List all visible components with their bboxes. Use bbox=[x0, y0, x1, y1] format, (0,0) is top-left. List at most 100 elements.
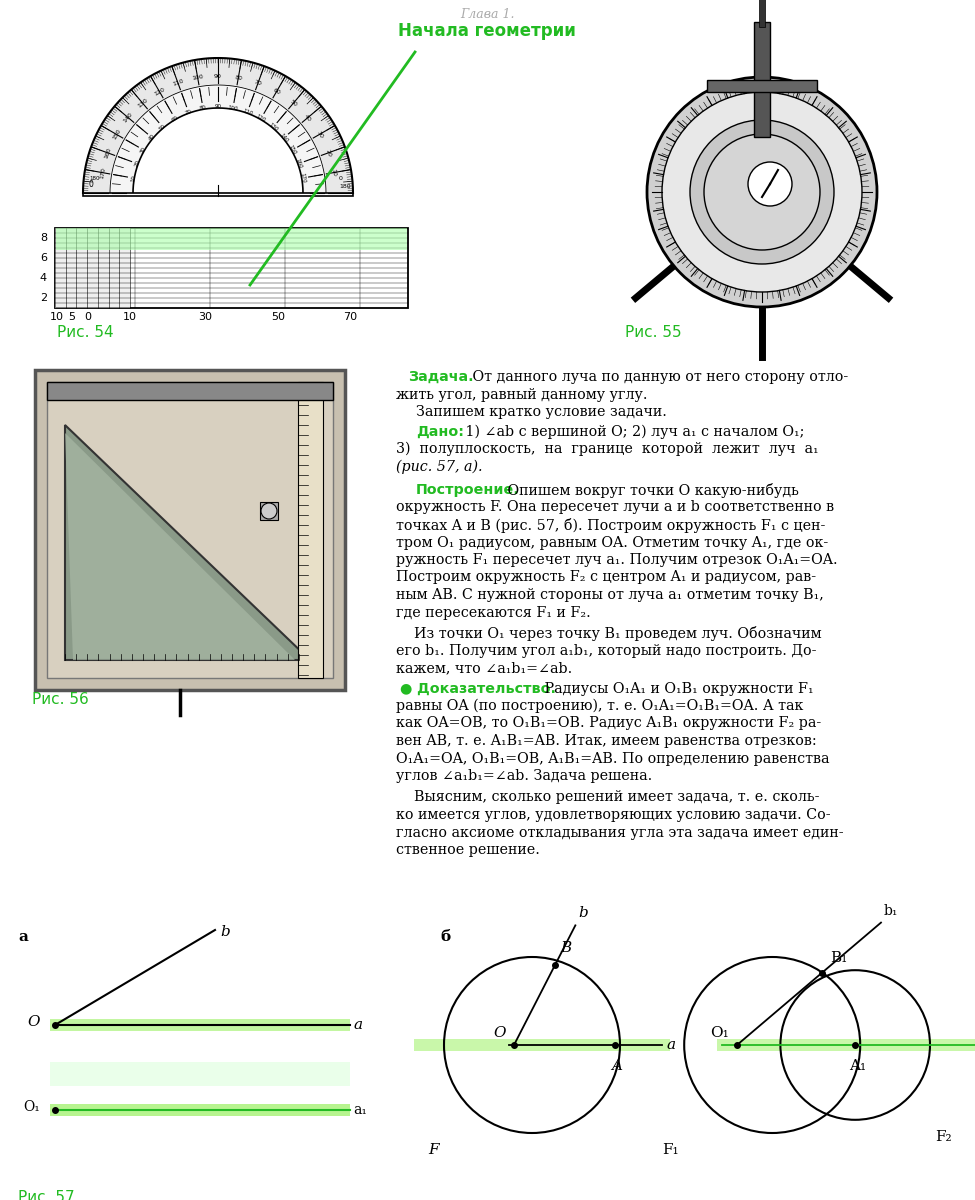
Text: ко имеется углов, удовлетворяющих условию задачи. Со-: ко имеется углов, удовлетворяющих услови… bbox=[396, 808, 831, 822]
Bar bbox=[717, 1039, 975, 1051]
Circle shape bbox=[662, 92, 862, 292]
Text: ●: ● bbox=[399, 682, 411, 696]
Text: 70: 70 bbox=[254, 79, 262, 86]
Text: Построим окружность F₂ с центром A₁ и радиусом, рав-: Построим окружность F₂ с центром A₁ и ра… bbox=[396, 570, 816, 584]
Text: 20: 20 bbox=[325, 149, 332, 157]
Text: ружность F₁ пересечет луч a₁. Получим отрезок O₁A₁=OA.: ружность F₁ пересечет луч a₁. Получим от… bbox=[396, 553, 838, 566]
Text: равны OA (по построению), т. е. O₁A₁=O₁B₁=OA. А так: равны OA (по построению), т. е. O₁A₁=O₁B… bbox=[396, 698, 803, 713]
Text: 180: 180 bbox=[90, 176, 100, 181]
Text: 3)  полуплоскость,  на  границе  которой  лежит  луч  a₁: 3) полуплоскость, на границе которой леж… bbox=[396, 442, 819, 456]
Text: 100: 100 bbox=[191, 74, 204, 82]
Text: 2: 2 bbox=[40, 293, 47, 302]
Bar bbox=[50, 1104, 350, 1116]
Text: b₁: b₁ bbox=[884, 904, 898, 918]
Text: 4: 4 bbox=[40, 272, 47, 283]
Text: 60: 60 bbox=[171, 115, 179, 122]
Text: 90: 90 bbox=[214, 73, 222, 78]
Text: O₁: O₁ bbox=[710, 1026, 729, 1040]
Text: 70: 70 bbox=[184, 109, 193, 115]
Text: a₁: a₁ bbox=[353, 1103, 367, 1117]
Text: гласно аксиоме откладывания угла эта задача имеет един-: гласно аксиоме откладывания угла эта зад… bbox=[396, 826, 843, 840]
Text: b: b bbox=[220, 925, 230, 938]
Text: 20: 20 bbox=[134, 160, 140, 168]
Bar bbox=[55, 228, 130, 308]
Circle shape bbox=[261, 503, 277, 518]
Text: 0: 0 bbox=[85, 312, 92, 322]
Text: тром O₁ радиусом, равным OA. Отметим точку A₁, где ок-: тром O₁ радиусом, равным OA. Отметим точ… bbox=[396, 535, 828, 550]
Text: точках A и B (рис. 57, б). Построим окружность F₁ с цен-: точках A и B (рис. 57, б). Построим окру… bbox=[396, 518, 826, 533]
Circle shape bbox=[690, 120, 834, 264]
Text: 140: 140 bbox=[279, 132, 290, 143]
Text: 170: 170 bbox=[99, 167, 106, 179]
Bar bbox=[759, 0, 765, 26]
Text: F₁: F₁ bbox=[663, 1142, 680, 1157]
Text: 130: 130 bbox=[136, 97, 149, 109]
Bar bbox=[47, 382, 333, 400]
Text: 80: 80 bbox=[199, 106, 207, 112]
Text: Дано:: Дано: bbox=[416, 425, 464, 438]
Text: ным AB. С нужной стороны от луча a₁ отметим точку B₁,: ным AB. С нужной стороны от луча a₁ отме… bbox=[396, 588, 824, 602]
Text: 180: 180 bbox=[339, 184, 351, 188]
Text: 130: 130 bbox=[268, 122, 279, 132]
Text: 1) ∠ab с вершиной O; 2) луч a₁ с началом O₁;: 1) ∠ab с вершиной O; 2) луч a₁ с началом… bbox=[461, 425, 804, 439]
Text: O: O bbox=[27, 1015, 40, 1028]
Polygon shape bbox=[83, 58, 353, 193]
Bar bbox=[55, 228, 408, 308]
Text: 10: 10 bbox=[123, 312, 137, 322]
Text: A₁: A₁ bbox=[848, 1058, 866, 1073]
Text: углов ∠a₁b₁=∠ab. Задача решена.: углов ∠a₁b₁=∠ab. Задача решена. bbox=[396, 769, 652, 782]
Text: 120: 120 bbox=[255, 114, 267, 124]
Text: Из точки O₁ через точку B₁ проведем луч. Обозначим: Из точки O₁ через точку B₁ проведем луч.… bbox=[396, 626, 822, 641]
Text: а: а bbox=[18, 930, 28, 944]
Text: 90: 90 bbox=[214, 104, 221, 109]
Text: 0: 0 bbox=[89, 180, 94, 188]
Text: кажем, что ∠a₁b₁=∠ab.: кажем, что ∠a₁b₁=∠ab. bbox=[396, 661, 572, 674]
Text: От данного луча по данную от него сторону отло-: От данного луча по данную от него сторон… bbox=[468, 370, 848, 384]
Text: Построение.: Построение. bbox=[416, 482, 520, 497]
Bar bbox=[35, 370, 345, 690]
Polygon shape bbox=[65, 425, 310, 660]
Bar bbox=[298, 382, 323, 678]
Bar bbox=[50, 1019, 350, 1031]
Text: F₂: F₂ bbox=[935, 1130, 952, 1144]
Polygon shape bbox=[65, 433, 295, 660]
Text: 140: 140 bbox=[123, 112, 135, 124]
Text: Опишем вокруг точки O какую-нибудь: Опишем вокруг точки O какую-нибудь bbox=[503, 482, 799, 498]
Bar bbox=[260, 502, 278, 520]
Text: 70: 70 bbox=[343, 312, 357, 322]
Text: 10: 10 bbox=[131, 174, 136, 182]
Text: Запишем кратко условие задачи.: Запишем кратко условие задачи. bbox=[416, 404, 667, 419]
Text: 110: 110 bbox=[242, 108, 254, 116]
Text: F: F bbox=[428, 1142, 439, 1157]
Text: 5: 5 bbox=[68, 312, 75, 322]
Polygon shape bbox=[110, 85, 326, 193]
Text: 40: 40 bbox=[148, 133, 156, 142]
Bar bbox=[47, 382, 333, 678]
Text: 60: 60 bbox=[272, 88, 281, 96]
Text: O: O bbox=[493, 1026, 506, 1040]
Text: O₁A₁=OA, O₁B₁=OB, A₁B₁=AB. По определению равенства: O₁A₁=OA, O₁B₁=OB, A₁B₁=AB. По определени… bbox=[396, 751, 830, 766]
Text: a: a bbox=[353, 1018, 362, 1032]
Text: жить угол, равный данному углу.: жить угол, равный данному углу. bbox=[396, 388, 647, 402]
Text: 100: 100 bbox=[227, 104, 239, 112]
Text: 30: 30 bbox=[139, 145, 147, 155]
Bar bbox=[754, 22, 770, 137]
Text: Выясним, сколько решений имеет задача, т. е. сколь-: Выясним, сколько решений имеет задача, т… bbox=[396, 791, 820, 804]
Circle shape bbox=[704, 134, 820, 250]
Text: окружность F. Она пересечет лучи a и b соответственно в: окружность F. Она пересечет лучи a и b с… bbox=[396, 500, 835, 515]
Text: 80: 80 bbox=[234, 74, 243, 80]
Text: A: A bbox=[611, 1058, 622, 1073]
Text: Начала геометрии: Начала геометрии bbox=[398, 22, 576, 40]
Text: 150: 150 bbox=[288, 144, 297, 156]
Text: 30: 30 bbox=[315, 130, 324, 139]
Text: Рис. 57: Рис. 57 bbox=[18, 1190, 75, 1200]
Text: ственное решение.: ственное решение. bbox=[396, 842, 540, 857]
Text: b: b bbox=[578, 906, 588, 920]
Circle shape bbox=[647, 77, 877, 307]
Text: 50: 50 bbox=[158, 122, 167, 131]
Text: вен AB, т. е. A₁B₁=AB. Итак, имеем равенства отрезков:: вен AB, т. е. A₁B₁=AB. Итак, имеем равен… bbox=[396, 734, 817, 748]
Circle shape bbox=[748, 162, 792, 206]
Text: 8: 8 bbox=[40, 233, 47, 242]
Text: 50: 50 bbox=[289, 98, 297, 108]
Text: Задача.: Задача. bbox=[408, 370, 474, 384]
